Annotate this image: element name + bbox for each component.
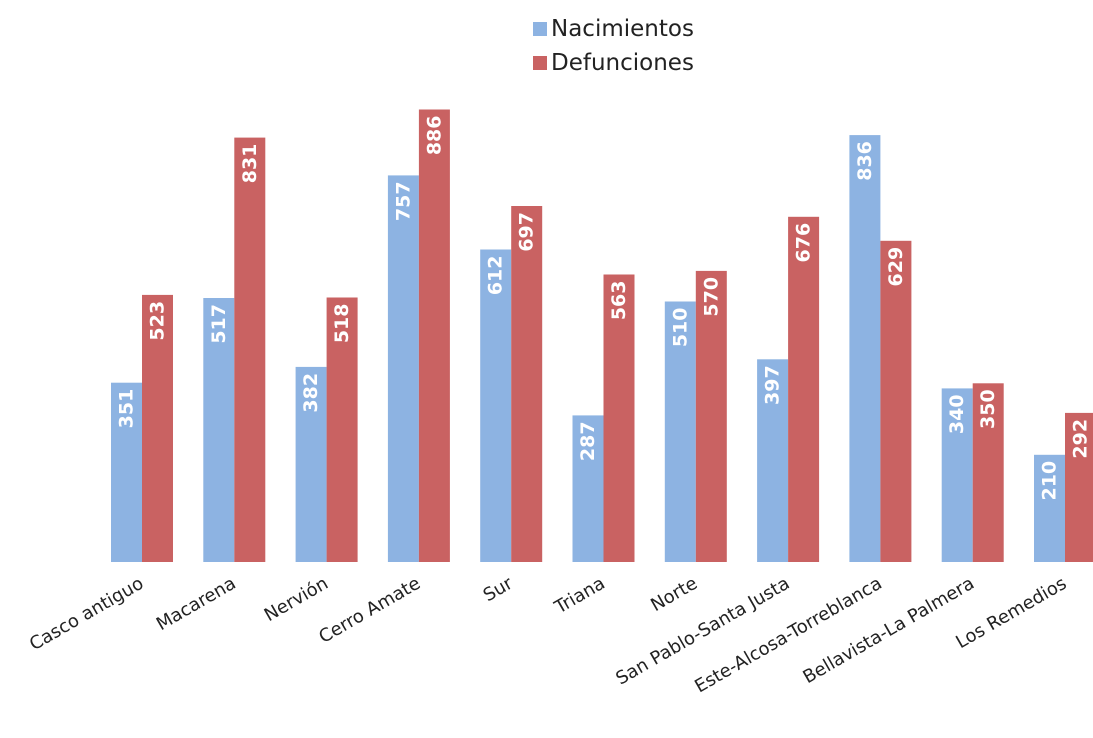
x-tick-label-cerro-amate: Cerro Amate [315,573,424,648]
bar-nacimientos-triana [572,415,604,562]
data-label-defunciones-sur: 697 [516,212,538,252]
legend: Nacimientos Defunciones [533,12,694,80]
data-label-defunciones-los-remedios: 292 [1070,419,1092,459]
bar-defunciones-los-remedios [1065,412,1093,562]
bar-nacimientos-los-remedios [1034,454,1065,562]
data-label-nacimientos-triana: 287 [577,421,599,461]
bar-nacimientos-cerro-amate [387,175,419,562]
bar-defunciones-triana [603,274,635,562]
data-label-defunciones-triana: 563 [608,281,630,321]
x-tick-label-sur: Sur [480,573,517,607]
data-label-defunciones-macarena: 831 [239,144,261,184]
legend-item-defunciones: Defunciones [533,46,694,80]
bar-defunciones-bellavista-la-palmera [972,383,1004,562]
legend-label-nacimientos: Nacimientos [551,16,694,42]
x-tick-label-macarena: Macarena [153,573,240,635]
bar-defunciones-sur [511,206,543,562]
legend-item-nacimientos: Nacimientos [533,12,694,46]
bar-defunciones-casco-antiguo [142,294,173,562]
x-tick-label-norte: Norte [647,573,701,616]
bar-nacimientos-san-pablo-santa-justa [757,359,789,562]
bar-defunciones-macarena [234,137,266,562]
bar-nacimientos-nervion [295,366,327,562]
data-label-nacimientos-san-pablo-santa-justa: 397 [762,365,784,405]
bar-defunciones-san-pablo-santa-justa [788,216,820,563]
bar-nacimientos-bellavista-la-palmera [941,388,973,562]
bar-nacimientos-sur [480,249,512,562]
bars-layer: 351 523 517 831 382 518 757 886 612 697 287 563 510 5… [111,109,1093,563]
data-label-nacimientos-norte: 510 [669,308,691,348]
data-label-defunciones-cerro-amate: 886 [423,116,445,156]
bar-defunciones-este-alcosa-torreblanca [880,240,912,563]
data-label-nacimientos-bellavista-la-palmera: 340 [946,394,968,434]
bar-nacimientos-macarena [203,298,235,562]
bar-defunciones-norte [695,270,727,562]
x-tick-label-nervion: Nervión [261,573,332,626]
x-tick-label-casco-antiguo: Casco antiguo [26,573,147,655]
bar-defunciones-nervion [326,297,358,562]
legend-swatch-defunciones [533,56,547,70]
data-label-defunciones-nervion: 518 [331,304,353,344]
data-label-defunciones-casco-antiguo: 523 [147,301,169,341]
data-label-nacimientos-este-alcosa-torreblanca: 836 [854,141,876,181]
legend-label-defunciones: Defunciones [551,50,694,76]
data-label-nacimientos-los-remedios: 210 [1039,461,1061,501]
legend-swatch-nacimientos [533,22,547,36]
data-label-defunciones-san-pablo-santa-justa: 676 [793,223,815,263]
data-label-defunciones-norte: 570 [700,277,722,317]
x-tick-label-bellavista-la-palmera: Bellavista-La Palmera [799,573,977,688]
data-label-nacimientos-macarena: 517 [208,304,230,344]
data-label-nacimientos-casco-antiguo: 351 [116,389,138,429]
bar-nacimientos-este-alcosa-torreblanca [849,135,881,562]
data-label-nacimientos-sur: 612 [485,256,507,296]
bar-defunciones-cerro-amate [418,109,450,562]
data-label-nacimientos-nervion: 382 [300,373,322,413]
data-label-nacimientos-cerro-amate: 757 [392,181,414,221]
data-label-defunciones-bellavista-la-palmera: 350 [977,389,999,429]
x-tick-label-triana: Triana [550,573,608,619]
data-label-defunciones-este-alcosa-torreblanca: 629 [885,247,907,287]
bar-nacimientos-norte [664,301,696,562]
bar-nacimientos-casco-antiguo [111,382,142,562]
